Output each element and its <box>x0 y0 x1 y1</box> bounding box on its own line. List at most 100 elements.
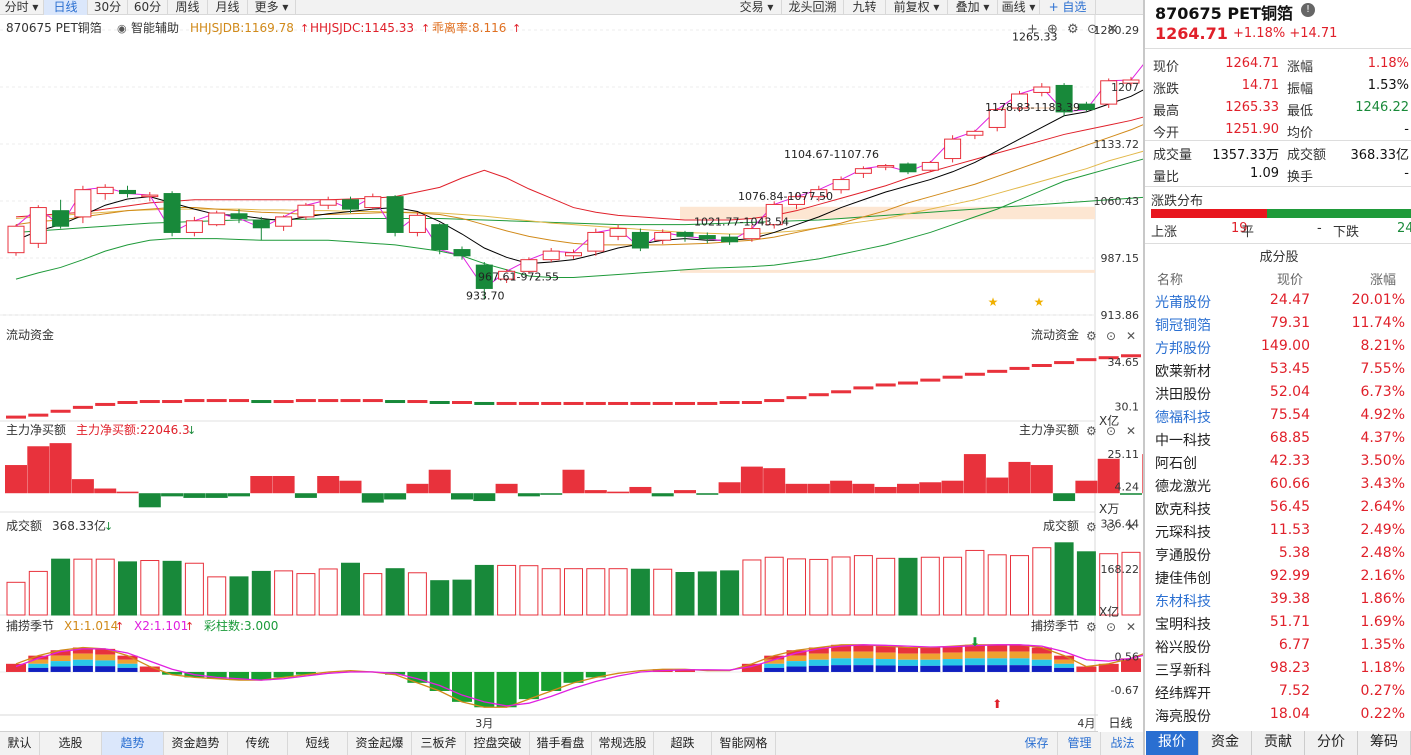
season-bar <box>6 663 26 672</box>
constituent-row[interactable]: 方邦股份 149.00 8.21% <box>1145 335 1411 358</box>
season-bar <box>853 658 874 666</box>
close-icon[interactable]: ✕ <box>1126 329 1136 343</box>
flow-bar <box>1009 366 1030 370</box>
constituent-row[interactable]: 宝明科技 51.71 1.69% <box>1145 611 1411 634</box>
constituent-row[interactable]: 元琛科技 11.53 2.49% <box>1145 519 1411 542</box>
season-x1: X1:1.014 <box>64 619 118 633</box>
constituent-row[interactable]: 中一科技 68.85 4.37% <box>1145 427 1411 450</box>
quote-label: 成交额 <box>1287 148 1327 163</box>
target-icon[interactable]: ⊙ <box>1106 329 1116 343</box>
strategy-tab-5[interactable]: 传统 <box>228 732 288 755</box>
flow-bar <box>1054 361 1075 365</box>
toolbar-btn-draw[interactable]: 画线 ▾ <box>998 0 1040 15</box>
strategy-tab-13[interactable]: 智能网格 <box>712 732 776 755</box>
zoom-icon[interactable]: ⊕ <box>1047 22 1058 37</box>
quote-tab-4[interactable]: 分价 <box>1305 731 1358 755</box>
season-bar <box>898 659 918 666</box>
constituent-row[interactable]: 捷佳伟创 92.99 2.16% <box>1145 565 1411 588</box>
candle-body <box>52 210 70 227</box>
strategy-tab-3[interactable]: 趋势 <box>102 732 164 755</box>
strategy-tab-8[interactable]: 三板斧 <box>412 732 466 755</box>
toolbar-btn-nine-turn[interactable]: 九转 <box>844 0 886 15</box>
toolbar-btn-overlay[interactable]: 叠加 ▾ <box>948 0 998 15</box>
add-icon[interactable]: + <box>1027 22 1038 37</box>
constituent-row[interactable]: 洪田股份 52.04 6.73% <box>1145 381 1411 404</box>
constituent-row[interactable]: 欧莱新材 53.45 7.55% <box>1145 358 1411 381</box>
gear-icon[interactable]: ⚙ <box>1086 620 1097 634</box>
candle-body <box>565 252 582 257</box>
target-icon[interactable]: ⊙ <box>1087 22 1098 37</box>
save-button[interactable]: 保存 <box>1016 732 1058 755</box>
volume-bar <box>73 558 93 616</box>
gear-icon[interactable]: ⚙ <box>1086 424 1097 438</box>
kline-chart[interactable]: 1280.29 1207 1133.72 1060.43 987.15 913.86 126… <box>0 15 1143 731</box>
constituent-row[interactable]: 三孚新科 98.23 1.18% <box>1145 657 1411 680</box>
candle-body <box>921 161 939 171</box>
constituent-row[interactable]: 东材科技 39.38 1.86% <box>1145 588 1411 611</box>
season-bar <box>229 671 249 681</box>
constituent-row[interactable]: 裕兴股份 6.77 1.35% <box>1145 634 1411 657</box>
constituent-price: 53.45 <box>1269 361 1310 377</box>
info-icon[interactable]: ! <box>1301 3 1315 17</box>
strategy-tab-7[interactable]: 资金起爆 <box>348 732 412 755</box>
strategy-tab-1[interactable]: 默认 <box>0 732 40 755</box>
quote-tab-1[interactable]: 报价 <box>1146 731 1199 755</box>
net-bar <box>473 493 496 502</box>
strategy-tab-9[interactable]: 控盘突破 <box>466 732 530 755</box>
quote-tab-2[interactable]: 资金 <box>1199 731 1252 755</box>
constituent-row[interactable]: 欧克科技 56.45 2.64% <box>1145 496 1411 519</box>
toolbar-btn-daily[interactable]: 日线 <box>44 0 88 15</box>
quote-tab-5[interactable]: 筹码 <box>1358 731 1411 755</box>
constituent-row[interactable]: 德龙激光 60.66 3.43% <box>1145 473 1411 496</box>
constituent-name: 洪田股份 <box>1155 387 1211 403</box>
constituent-row[interactable]: 铜冠铜箔 79.31 11.74% <box>1145 312 1411 335</box>
strategy-tab-4[interactable]: 资金趋势 <box>164 732 228 755</box>
constituent-row[interactable]: 德福科技 75.54 4.92% <box>1145 404 1411 427</box>
toolbar-btn-30min[interactable]: 30分 <box>88 0 128 15</box>
toolbar-btn-60min[interactable]: 60分 <box>128 0 168 15</box>
constituent-price: 60.66 <box>1269 476 1310 492</box>
strategy-button[interactable]: 战法 <box>1102 732 1144 755</box>
strategy-tab-10[interactable]: 猎手看盘 <box>530 732 592 755</box>
toolbar-btn-monthly[interactable]: 月线 <box>208 0 248 15</box>
candle-body <box>854 168 872 174</box>
manage-button[interactable]: 管理 <box>1059 732 1101 755</box>
strategy-tab-11[interactable]: 常规选股 <box>592 732 654 755</box>
gear-icon[interactable]: ⚙ <box>1067 22 1079 37</box>
volume-bar <box>943 556 963 616</box>
close-icon[interactable]: ✕ <box>1126 620 1136 634</box>
close-icon[interactable]: ✕ <box>1107 22 1118 37</box>
toolbar-btn-trade[interactable]: 交易 ▾ <box>732 0 782 15</box>
toolbar-btn-weekly[interactable]: 周线 <box>168 0 208 15</box>
toolbar-btn-leader-trace[interactable]: 龙头回溯 <box>782 0 844 15</box>
quote-tab-3[interactable]: 贡献 <box>1252 731 1305 755</box>
volume-bar <box>764 556 784 616</box>
target-icon[interactable]: ⊙ <box>1106 424 1116 438</box>
target-icon[interactable]: ⊙ <box>1106 520 1116 534</box>
toolbar-btn-watchlist[interactable]: + 自选 <box>1040 0 1096 15</box>
constituent-row[interactable]: 经纬辉开 7.52 0.27% <box>1145 680 1411 703</box>
strategy-tab-12[interactable]: 超跌 <box>654 732 712 755</box>
close-icon[interactable]: ✕ <box>1126 424 1136 438</box>
constituent-row[interactable]: 亨通股份 5.38 2.48% <box>1145 542 1411 565</box>
toolbar-btn-more[interactable]: 更多 ▾ <box>248 0 296 15</box>
constituent-row[interactable]: 阿石创 42.33 3.50% <box>1145 450 1411 473</box>
strategy-tab-6[interactable]: 短线 <box>288 732 348 755</box>
candle-body <box>721 236 739 243</box>
constituent-row[interactable]: 光莆股份 24.47 20.01% <box>1145 289 1411 312</box>
close-icon[interactable]: ✕ <box>1126 520 1136 534</box>
candle-body <box>230 213 248 219</box>
strategy-tab-2[interactable]: 选股 <box>40 732 102 755</box>
flow-bar <box>1121 354 1141 358</box>
gear-icon[interactable]: ⚙ <box>1086 329 1097 343</box>
gear-icon[interactable]: ⚙ <box>1086 520 1097 534</box>
candle-body <box>431 224 449 251</box>
season-bar <box>920 653 941 660</box>
flow-bar <box>585 401 606 405</box>
constituent-row[interactable]: 海亮股份 18.04 0.22% <box>1145 703 1411 726</box>
toolbar-btn-intraday[interactable]: 分时 ▾ <box>0 0 44 15</box>
volume-bar <box>898 557 918 616</box>
target-icon[interactable]: ⊙ <box>1106 620 1116 634</box>
toolbar-btn-adjust[interactable]: 前复权 ▾ <box>886 0 948 15</box>
season-bar <box>786 661 807 667</box>
